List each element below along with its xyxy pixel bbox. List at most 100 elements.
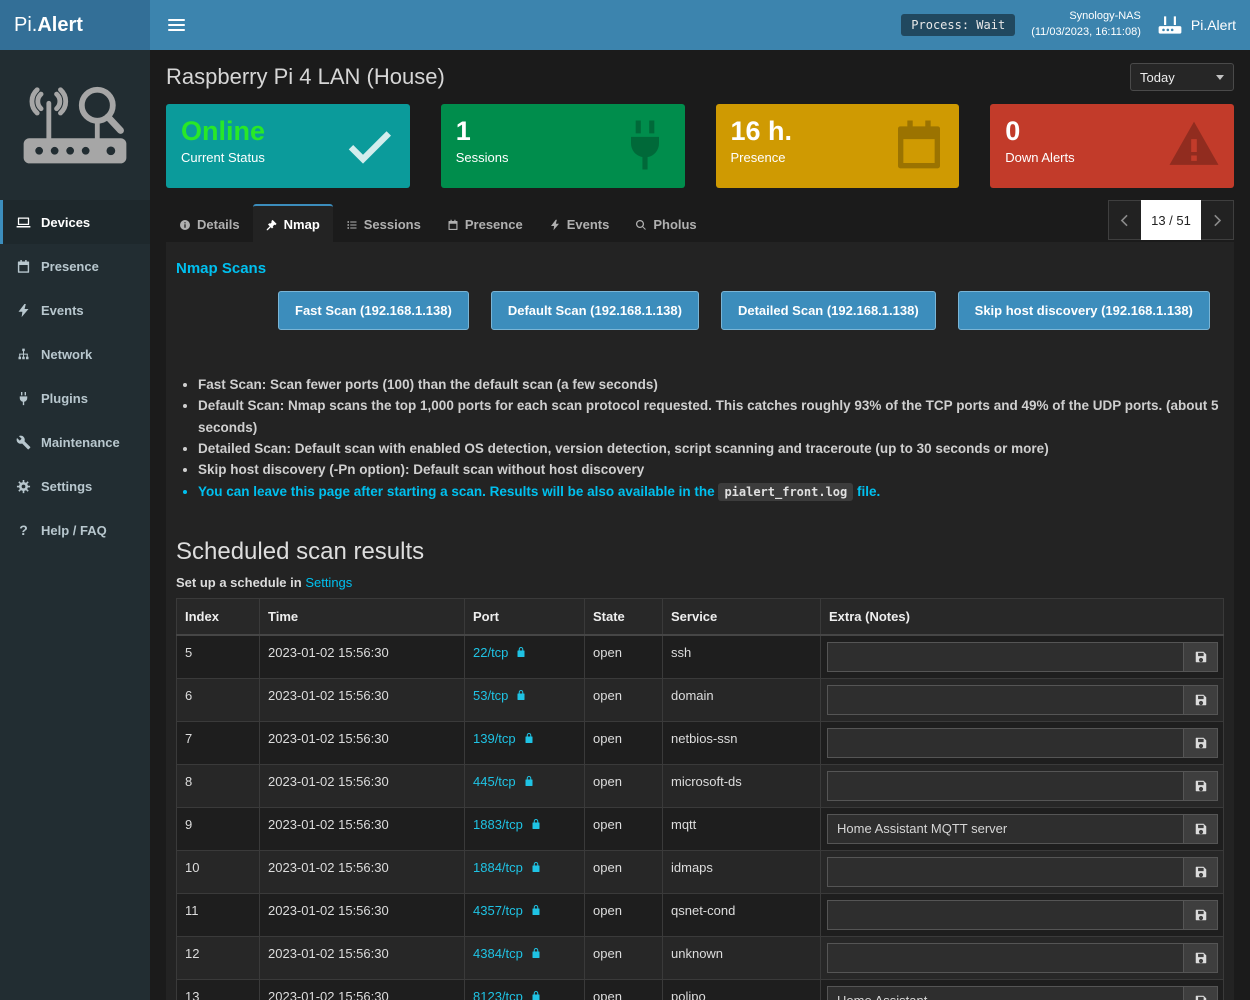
notes-input[interactable] — [827, 899, 1183, 930]
device-pagination-count: 13 / 51 — [1141, 200, 1201, 240]
tab-events[interactable]: Events — [536, 204, 623, 242]
gavel-icon — [266, 219, 278, 231]
port-link[interactable]: 1883/tcp — [473, 816, 523, 832]
port-link[interactable]: 139/tcp — [473, 730, 516, 746]
notes-input[interactable] — [827, 813, 1183, 844]
notes-input[interactable] — [827, 641, 1183, 672]
default-scan-button[interactable]: Default Scan (192.168.1.138) — [490, 291, 699, 330]
index-cell: 12 — [176, 935, 260, 980]
service-cell: qsnet-cond — [662, 892, 821, 937]
notes-input[interactable] — [827, 985, 1183, 1000]
save-note-button[interactable] — [1183, 942, 1218, 973]
nmap-tab-panel: Nmap Scans Fast Scan (192.168.1.138) Def… — [166, 242, 1234, 1000]
save-icon — [1194, 736, 1208, 750]
skip-host-discovery-button[interactable]: Skip host discovery (192.168.1.138) — [957, 291, 1210, 330]
scan-note-log: You can leave this page after starting a… — [198, 481, 1224, 502]
lock-icon — [530, 947, 542, 959]
device-tabs: Details Nmap Sessions Presence Events Ph… — [166, 200, 1234, 242]
notes-input[interactable] — [827, 727, 1183, 758]
port-link[interactable]: 4357/tcp — [473, 902, 523, 918]
log-note-suffix: file. — [853, 483, 881, 499]
sidebar-item-events[interactable]: Events — [0, 288, 150, 332]
period-select[interactable]: Today — [1130, 63, 1234, 91]
next-device-button[interactable] — [1201, 200, 1234, 240]
infobox-value: 16 h. — [730, 116, 793, 146]
tab-label: Sessions — [363, 217, 421, 232]
notes-input[interactable] — [827, 770, 1183, 801]
tab-presence[interactable]: Presence — [434, 204, 536, 242]
notes-input[interactable] — [827, 856, 1183, 887]
save-note-button[interactable] — [1183, 641, 1218, 672]
port-link[interactable]: 53/tcp — [473, 687, 509, 703]
sidebar-toggle-button[interactable] — [164, 8, 198, 42]
sidebar-item-presence[interactable]: Presence — [0, 244, 150, 288]
table-row: 12 2023-01-02 15:56:30 4384/tcp open unk… — [176, 935, 1224, 980]
app-logo[interactable]: Pi. Alert — [0, 0, 150, 50]
tab-details[interactable]: Details — [166, 204, 253, 242]
bolt-icon — [549, 219, 561, 231]
lock-icon — [523, 775, 535, 787]
table-row: 6 2023-01-02 15:56:30 53/tcp open domain — [176, 677, 1224, 722]
scan-results-table: Index Time Port State Service Extra (Not… — [176, 597, 1224, 1000]
port-link[interactable]: 1884/tcp — [473, 859, 523, 875]
bolt-icon — [16, 303, 31, 318]
sidebar-item-plugins[interactable]: Plugins — [0, 376, 150, 420]
topbar: Pi. Alert Process: Wait Synology-NAS (11/… — [0, 0, 1250, 50]
infobox-value: Online — [181, 116, 266, 146]
sidebar-item-settings[interactable]: Settings — [0, 464, 150, 508]
notes-input[interactable] — [827, 942, 1183, 973]
save-icon — [1194, 951, 1208, 965]
column-header-port: Port — [464, 597, 585, 636]
notes-input[interactable] — [827, 684, 1183, 715]
fast-scan-button[interactable]: Fast Scan (192.168.1.138) — [278, 291, 469, 330]
port-link[interactable]: 8123/tcp — [473, 988, 523, 1000]
gear-icon — [16, 479, 31, 494]
plug-icon — [617, 117, 673, 173]
sidebar-item-devices[interactable]: Devices — [0, 200, 150, 244]
sidebar-item-label: Plugins — [41, 390, 88, 406]
settings-link[interactable]: Settings — [305, 574, 353, 590]
port-link[interactable]: 445/tcp — [473, 773, 516, 789]
save-note-button[interactable] — [1183, 985, 1218, 1000]
table-row: 13 2023-01-02 15:56:30 8123/tcp open pol… — [176, 978, 1224, 1000]
save-icon — [1194, 865, 1208, 879]
scan-note-detailed: Detailed Scan: Default scan with enabled… — [198, 438, 1224, 459]
scan-note-default: Default Scan: Nmap scans the top 1,000 p… — [198, 395, 1224, 438]
tab-label: Pholus — [653, 217, 697, 232]
table-row: 7 2023-01-02 15:56:30 139/tcp open netbi… — [176, 720, 1224, 765]
save-note-button[interactable] — [1183, 813, 1218, 844]
port-link[interactable]: 4384/tcp — [473, 945, 523, 961]
infobox-label: Sessions — [455, 150, 509, 166]
table-row: 5 2023-01-02 15:56:30 22/tcp open ssh — [176, 634, 1224, 679]
table-header-row: Index Time Port State Service Extra (Not… — [176, 597, 1224, 636]
sidebar-item-label: Network — [41, 346, 93, 362]
infobox-label: Presence — [730, 150, 786, 166]
tab-pholus[interactable]: Pholus — [622, 204, 709, 242]
sidebar-item-help-faq[interactable]: ? Help / FAQ — [0, 508, 150, 552]
save-note-button[interactable] — [1183, 770, 1218, 801]
detailed-scan-button[interactable]: Detailed Scan (192.168.1.138) — [720, 291, 936, 330]
save-note-button[interactable] — [1183, 727, 1218, 758]
chevron-down-icon — [1216, 74, 1224, 80]
scan-note-fast: Fast Scan: Scan fewer ports (100) than t… — [198, 374, 1224, 395]
tab-sessions[interactable]: Sessions — [333, 204, 434, 242]
state-cell: open — [584, 763, 663, 808]
save-note-button[interactable] — [1183, 899, 1218, 930]
schedule-hint: Set up a schedule in Settings — [176, 575, 1224, 590]
scan-buttons-row: Fast Scan (192.168.1.138) Default Scan (… — [278, 291, 1224, 330]
sidebar-item-maintenance[interactable]: Maintenance — [0, 420, 150, 464]
save-note-button[interactable] — [1183, 684, 1218, 715]
save-note-button[interactable] — [1183, 856, 1218, 887]
index-cell: 9 — [176, 806, 260, 851]
save-icon — [1194, 650, 1208, 664]
column-header-extra-notes: Extra (Notes) — [820, 597, 1224, 636]
sidebar-item-label: Presence — [41, 258, 99, 274]
port-link[interactable]: 22/tcp — [473, 644, 509, 660]
infobox-presence: 16 h. Presence — [715, 104, 960, 188]
info-circle-icon — [179, 219, 191, 231]
sidebar-item-network[interactable]: Network — [0, 332, 150, 376]
service-cell: netbios-ssn — [662, 720, 821, 765]
state-cell: open — [584, 849, 663, 894]
prev-device-button[interactable] — [1108, 200, 1141, 240]
tab-nmap[interactable]: Nmap — [252, 204, 333, 242]
